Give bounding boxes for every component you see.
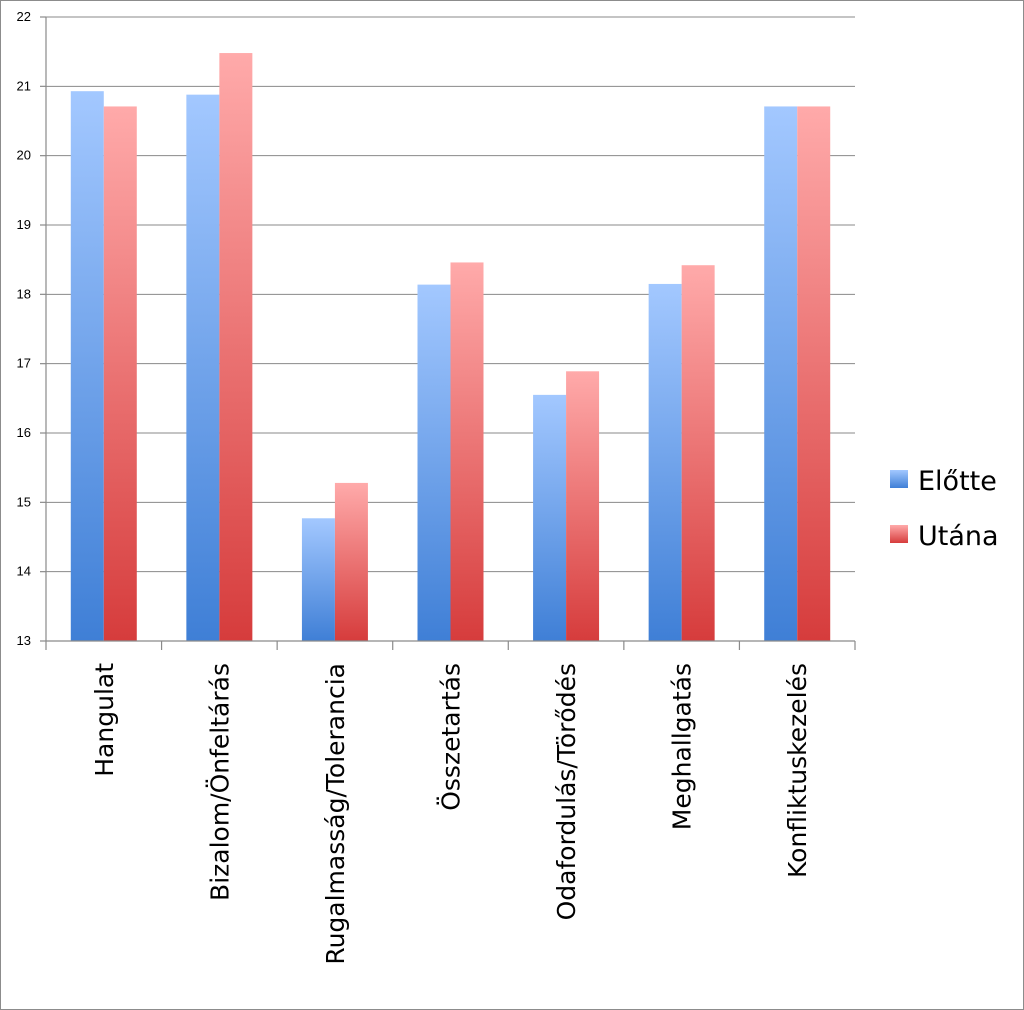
legend-swatch-elotte <box>890 470 908 488</box>
bar-elotte <box>648 283 682 641</box>
x-category-label: Rugalmasság/Tolerancia <box>321 663 350 965</box>
bar-elotte <box>533 394 567 641</box>
legend-swatch-utana <box>890 525 908 543</box>
bar-utana <box>681 265 715 641</box>
y-tick-label: 17 <box>17 356 31 371</box>
y-tick-labels: 13 14 15 16 17 18 19 20 21 22 <box>17 9 31 648</box>
bar-elotte <box>301 518 335 641</box>
legend-label-elotte: Előtte <box>918 466 997 497</box>
y-tick-label: 18 <box>17 286 31 301</box>
y-tick-label: 19 <box>17 217 31 232</box>
y-tick-label: 14 <box>17 564 31 579</box>
x-category-label: Bizalom/Önfeltárás <box>205 663 234 901</box>
bar-utana <box>566 371 600 641</box>
bar-elotte <box>417 284 451 641</box>
y-tick-label: 22 <box>17 9 31 24</box>
y-tick-label: 13 <box>17 633 31 648</box>
bar-utana <box>219 53 253 641</box>
bar-elotte <box>70 91 104 642</box>
legend-label-utana: Utána <box>918 521 999 552</box>
axes <box>40 16 856 650</box>
x-category-label: Odafordulás/Törődés <box>552 663 581 920</box>
y-tick-label: 16 <box>17 425 31 440</box>
bar-utana <box>450 262 484 641</box>
x-category-label: Meghallgatás <box>668 663 697 830</box>
bars <box>70 53 831 642</box>
bar-elotte <box>186 94 220 642</box>
y-tick-label: 21 <box>17 78 31 93</box>
x-category-label: Konfliktuskezelés <box>783 663 812 878</box>
x-category-labels: Hangulat Bizalom/Önfeltárás Rugalmasság/To… <box>90 663 812 965</box>
bar-utana <box>103 106 137 641</box>
bar-elotte <box>764 106 798 641</box>
bar-utana <box>334 482 368 641</box>
x-category-label: Hangulat <box>90 663 119 777</box>
y-tick-label: 20 <box>17 148 31 163</box>
x-category-label: Összetartás <box>437 663 466 811</box>
y-tick-label: 15 <box>17 494 31 509</box>
legend: Előtte Utána <box>890 466 999 552</box>
bar-utana <box>797 106 831 641</box>
